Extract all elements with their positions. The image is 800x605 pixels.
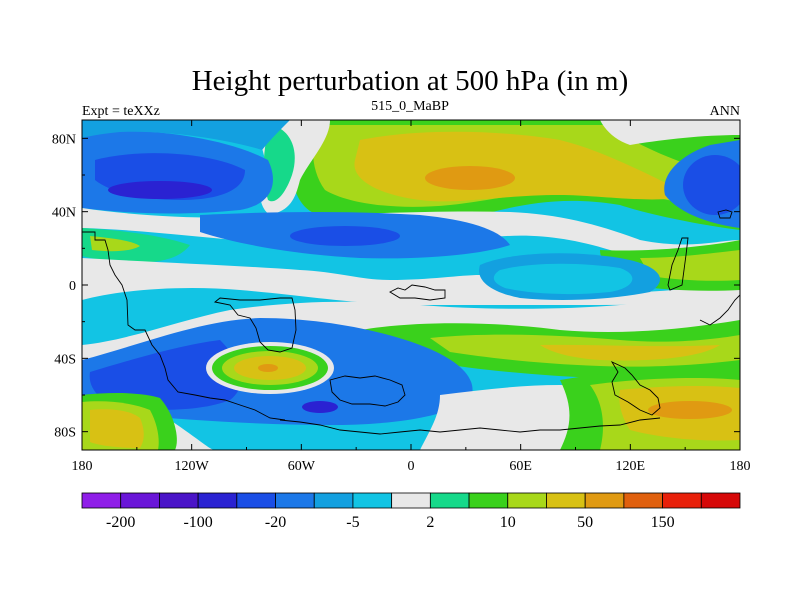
colorbar-swatch xyxy=(546,493,585,508)
y-tick-label: 40S xyxy=(54,352,76,367)
y-tick-label: 0 xyxy=(69,279,76,294)
x-tick-label: 120W xyxy=(175,459,210,474)
map-field xyxy=(82,120,747,450)
colorbar-label: 50 xyxy=(577,514,593,531)
colorbar-label: -100 xyxy=(183,514,212,531)
colorbar xyxy=(82,493,740,508)
contour-eurasia-orange xyxy=(425,166,515,190)
colorbar-swatch xyxy=(701,493,740,508)
contour-indian-low-light xyxy=(494,264,633,294)
x-tick-label: 60E xyxy=(509,459,532,474)
subtitle-center: 515_0_MaBP xyxy=(371,99,449,114)
colorbar-swatch xyxy=(624,493,663,508)
colorbar-swatch xyxy=(508,493,547,508)
subtitle-left: Expt = teXXz xyxy=(82,104,160,119)
x-tick-label: 0 xyxy=(408,459,415,474)
y-tick-label: 80S xyxy=(54,426,76,441)
colorbar-swatch xyxy=(276,493,315,508)
contour-atlantic-trough-core xyxy=(290,226,400,246)
colorbar-label: -5 xyxy=(346,514,359,531)
colorbar-label: 10 xyxy=(500,514,516,531)
colorbar-swatch xyxy=(430,493,469,508)
colorbar-swatch xyxy=(663,493,702,508)
contour-southwest-pacific-orange xyxy=(648,401,732,419)
colorbar-label: 2 xyxy=(426,514,434,531)
contour-satlantic-orange xyxy=(258,364,278,372)
y-tick-label: 80N xyxy=(52,132,76,147)
colorbar-swatch xyxy=(237,493,276,508)
subtitle-right: ANN xyxy=(710,104,740,119)
contour-nwpacific-core xyxy=(683,155,747,215)
colorbar-swatch xyxy=(469,493,508,508)
x-tick-label: 60W xyxy=(288,459,316,474)
colorbar-labels: -200 -100 -20 -5 2 10 50 150 xyxy=(106,514,675,531)
height-perturbation-map: Height perturbation at 500 hPa (in m) Ex… xyxy=(0,0,800,600)
colorbar-swatch xyxy=(82,493,121,508)
colorbar-swatch xyxy=(314,493,353,508)
contour-southern-ocean-core xyxy=(302,401,338,413)
colorbar-swatch xyxy=(392,493,431,508)
y-tick-label: 40N xyxy=(52,206,76,221)
contour-npacific-core xyxy=(108,181,212,199)
colorbar-swatch xyxy=(353,493,392,508)
x-tick-label: 120E xyxy=(616,459,646,474)
colorbar-swatch xyxy=(198,493,237,508)
colorbar-label: -200 xyxy=(106,514,135,531)
x-tick-label: 180 xyxy=(72,459,93,474)
colorbar-swatch xyxy=(585,493,624,508)
colorbar-label: -20 xyxy=(265,514,286,531)
colorbar-label: 150 xyxy=(651,514,675,531)
colorbar-swatch xyxy=(159,493,198,508)
colorbar-swatch xyxy=(121,493,160,508)
x-tick-label: 180 xyxy=(730,459,751,474)
chart-title: Height perturbation at 500 hPa (in m) xyxy=(192,65,629,97)
